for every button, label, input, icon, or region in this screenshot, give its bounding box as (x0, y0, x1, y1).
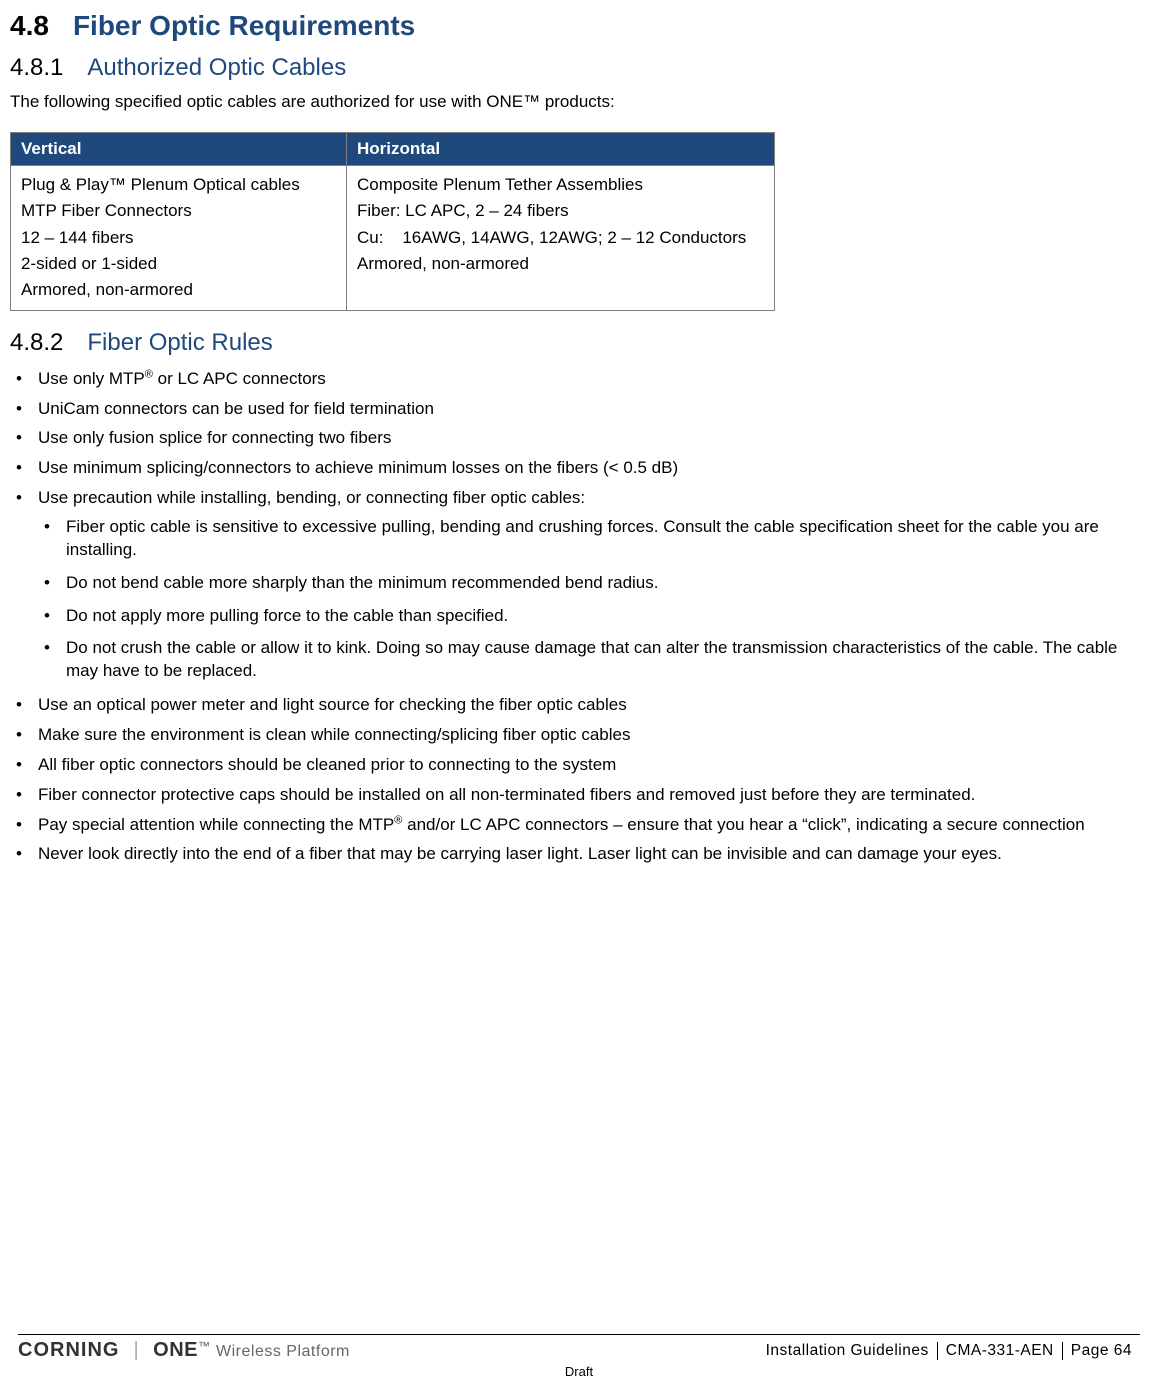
subsection-number: 4.8.1 (10, 54, 63, 81)
footer-doc-title: Installation Guidelines (766, 1342, 937, 1360)
rule-item: Use minimum splicing/connectors to achie… (10, 456, 1148, 480)
rule-item: Use only fusion splice for connecting tw… (10, 426, 1148, 450)
footer-doc-code: CMA-331-AEN (937, 1342, 1062, 1360)
sub-list: Fiber optic cable is sensitive to excess… (38, 516, 1148, 684)
rule-item: Fiber connector protective caps should b… (10, 783, 1148, 807)
cell-line: MTP Fiber Connectors (21, 198, 336, 224)
footer-divider (18, 1334, 1140, 1335)
footer-brand: CORNING | ONE™ Wireless Platform (18, 1339, 350, 1362)
section-number: 4.8 (10, 10, 49, 41)
page-footer: CORNING | ONE™ Wireless Platform Install… (0, 1334, 1158, 1379)
rule-item: UniCam connectors can be used for field … (10, 397, 1148, 421)
table-cell-horizontal: Composite Plenum Tether Assemblies Fiber… (347, 166, 775, 311)
subsection-number: 4.8.2 (10, 329, 63, 356)
rule-item: All fiber optic connectors should be cle… (10, 753, 1148, 777)
subsection-title: Authorized Optic Cables (87, 54, 346, 81)
table-row: Plug & Play™ Plenum Optical cables MTP F… (11, 166, 775, 311)
rule-item: Make sure the environment is clean while… (10, 723, 1148, 747)
cell-line: 12 – 144 fibers (21, 225, 336, 251)
subsection-heading: 4.8.2 Fiber Optic Rules (10, 329, 1148, 357)
sub-item: Do not bend cable more sharply than the … (38, 572, 1148, 595)
cable-table: Vertical Horizontal Plug & Play™ Plenum … (10, 132, 775, 311)
cell-line: Plug & Play™ Plenum Optical cables (21, 172, 336, 198)
brand-tm: ™ (198, 1339, 211, 1353)
draft-label: Draft (18, 1364, 1140, 1379)
table-header-horizontal: Horizontal (347, 133, 775, 166)
rule-item: Never look directly into the end of a fi… (10, 842, 1148, 866)
rule-item: Use only MTP® or LC APC connectors (10, 367, 1148, 391)
footer-page-number: Page 64 (1062, 1342, 1140, 1360)
brand-one-text: ONE (153, 1339, 198, 1361)
cell-line: Composite Plenum Tether Assemblies (357, 172, 764, 198)
footer-meta: Installation Guidelines CMA-331-AEN Page… (766, 1342, 1140, 1360)
subsection-title: Fiber Optic Rules (87, 329, 272, 356)
rule-item: Use an optical power meter and light sou… (10, 693, 1148, 717)
section-title: Fiber Optic Requirements (73, 10, 415, 41)
cell-line: Fiber: LC APC, 2 – 24 fibers (357, 198, 764, 224)
rule-item: Use precaution while installing, bending… (10, 486, 1148, 683)
sub-item: Do not apply more pulling force to the c… (38, 605, 1148, 628)
rules-list: Use only MTP® or LC APC connectors UniCa… (10, 367, 1148, 866)
cell-line: Cu: 16AWG, 14AWG, 12AWG; 2 – 12 Conducto… (357, 225, 764, 251)
subsection-heading: 4.8.1 Authorized Optic Cables (10, 54, 1148, 82)
intro-text: The following specified optic cables are… (10, 92, 1148, 112)
table-header-vertical: Vertical (11, 133, 347, 166)
section-heading: 4.8 Fiber Optic Requirements (10, 10, 1148, 42)
cell-line: Armored, non-armored (357, 251, 764, 277)
rule-item: Pay special attention while connecting t… (10, 813, 1148, 837)
brand-tagline: Wireless Platform (216, 1343, 350, 1360)
brand-separator: | (133, 1339, 139, 1362)
brand-corning-text: CORNING (18, 1339, 119, 1362)
sub-item: Do not crush the cable or allow it to ki… (38, 637, 1148, 683)
cell-line: Armored, non-armored (21, 277, 336, 303)
table-cell-vertical: Plug & Play™ Plenum Optical cables MTP F… (11, 166, 347, 311)
cell-line: 2-sided or 1-sided (21, 251, 336, 277)
sub-item: Fiber optic cable is sensitive to excess… (38, 516, 1148, 562)
